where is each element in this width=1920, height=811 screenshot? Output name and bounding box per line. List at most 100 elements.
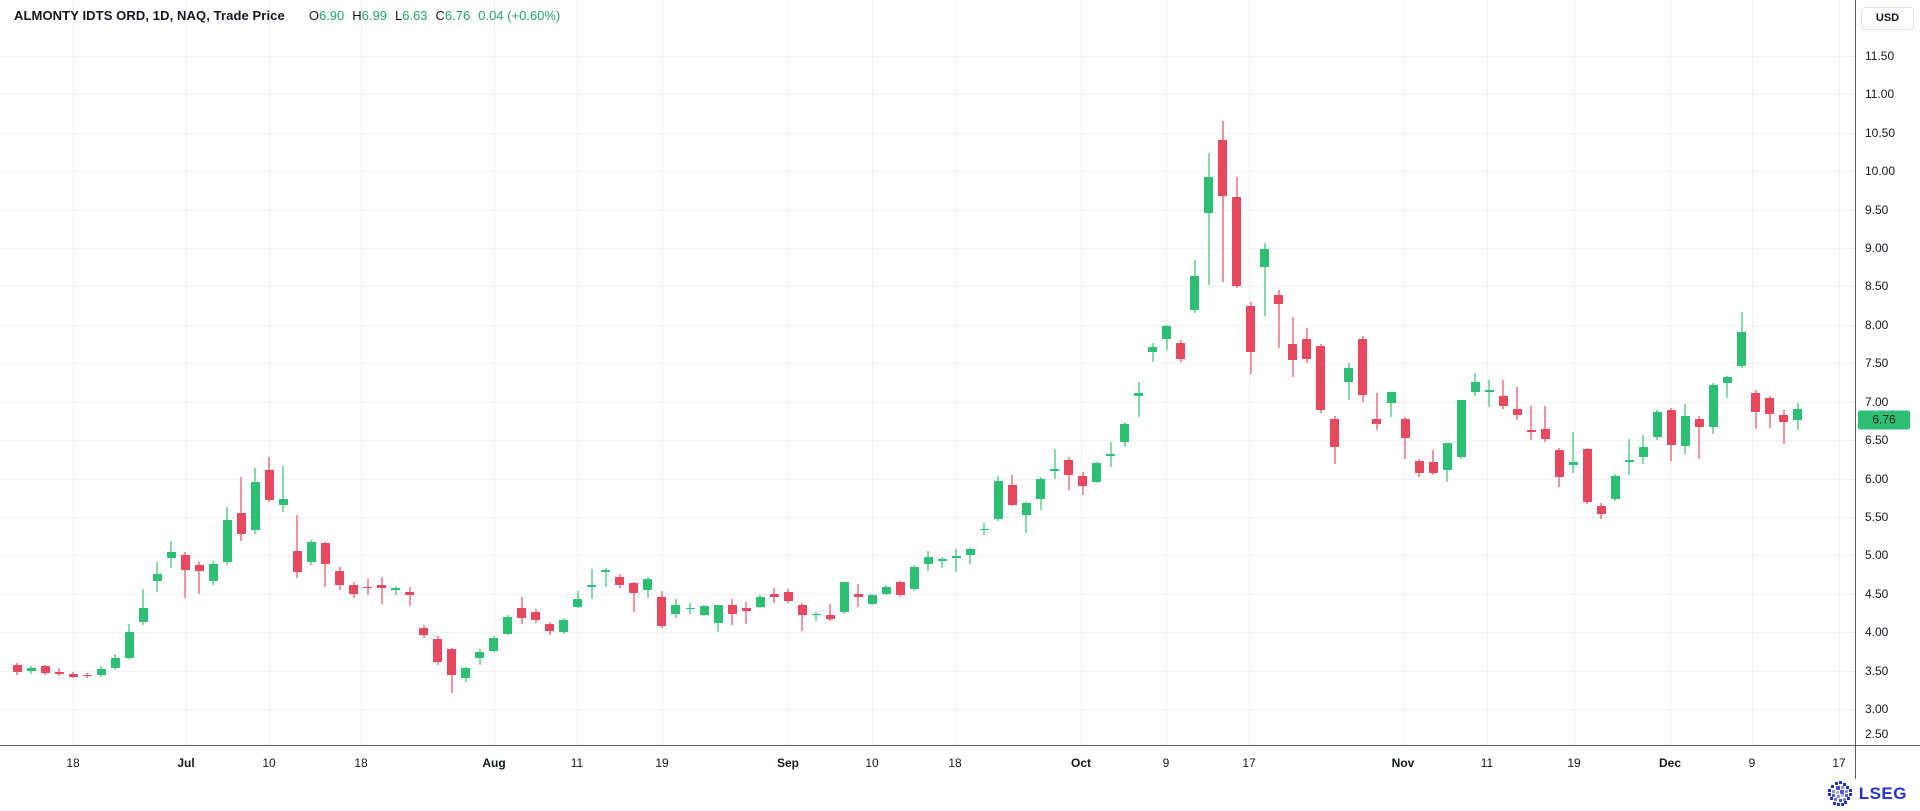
candle <box>937 559 947 561</box>
candle <box>1442 443 1452 471</box>
candle <box>489 637 499 651</box>
candle <box>1092 463 1101 482</box>
open-value: 6.90 <box>318 8 345 23</box>
candle-wick <box>380 576 383 604</box>
grid-line-v <box>1752 0 1753 745</box>
candle <box>965 549 975 555</box>
candle <box>587 584 597 587</box>
time-label: 9 <box>1162 756 1170 770</box>
candle <box>1021 503 1031 516</box>
candle <box>979 528 989 530</box>
symbol-title[interactable]: ALMONTY IDTS ORD, 1D, NAQ, Trade Price <box>14 8 285 23</box>
candle <box>1274 294 1284 305</box>
candle <box>1793 409 1802 421</box>
grid-line-h <box>0 593 1855 595</box>
candle <box>1106 454 1116 456</box>
candle <box>12 665 22 673</box>
time-label: 11 <box>570 756 584 770</box>
price-label: 2.50 <box>1865 727 1889 741</box>
price-chart-plot[interactable] <box>0 0 1855 745</box>
candle <box>811 613 821 616</box>
candle-wick <box>1530 405 1533 441</box>
candle-wick <box>184 551 187 599</box>
candle <box>1232 196 1242 287</box>
time-label: 18 <box>354 756 368 770</box>
price-label: 4.50 <box>1865 586 1889 601</box>
candle <box>1302 339 1312 359</box>
candle <box>475 652 485 659</box>
time-label: Oct <box>1070 756 1092 770</box>
candle <box>1737 331 1746 367</box>
candle-wick <box>941 556 944 569</box>
grid-line-v <box>955 0 956 745</box>
candle <box>1484 390 1494 392</box>
grid-line-h <box>0 55 1855 57</box>
candle <box>1246 306 1256 352</box>
time-axis[interactable]: 18 Jul 10 18 Aug 11 19 Sep 10 18 Oct 9 17 Nov 11 19 Dec 9… <box>0 746 1855 780</box>
candle <box>783 592 793 601</box>
time-label: 17 <box>1832 756 1846 770</box>
candle <box>1120 424 1130 442</box>
candle <box>194 564 204 572</box>
grid-line-h <box>0 401 1855 403</box>
candle <box>40 666 50 673</box>
grid-line-v <box>269 0 270 745</box>
candle-wick <box>1207 152 1210 285</box>
candle <box>1568 461 1578 465</box>
candle <box>1218 139 1228 197</box>
candle-wick <box>1025 501 1028 534</box>
grid-line-h <box>0 363 1855 365</box>
price-axis[interactable]: USD 2.50 3.00 3.50 4.00 4.50 5.00 5.50 6.00 6.50… <box>1856 0 1920 745</box>
candle <box>292 550 302 573</box>
last-price-badge: 6.76 <box>1858 410 1910 430</box>
candle <box>110 658 120 668</box>
candle <box>335 570 344 586</box>
grid-line-h <box>0 709 1855 711</box>
candle-wick <box>1137 381 1140 418</box>
candle-wick <box>815 611 818 621</box>
candle <box>1666 410 1676 446</box>
candle-wick <box>198 561 201 594</box>
candle <box>839 582 849 613</box>
price-label: 7.00 <box>1865 394 1889 409</box>
time-label: Sep <box>776 756 800 770</box>
candle <box>881 586 891 594</box>
grid-line-v <box>872 0 873 745</box>
close-label: C <box>435 8 445 23</box>
candle <box>1779 414 1788 423</box>
candle <box>923 556 933 564</box>
time-label: 11 <box>1480 756 1494 770</box>
candle-wick <box>1404 417 1406 459</box>
time-label: Nov <box>1391 756 1415 770</box>
candle-wick <box>1347 363 1350 401</box>
price-label: 9.50 <box>1865 202 1889 217</box>
currency-badge[interactable]: USD <box>1861 7 1914 30</box>
lseg-logo: LSEG <box>1827 781 1907 807</box>
candle <box>1498 396 1508 407</box>
candle-wick <box>1151 342 1154 362</box>
candle <box>250 481 260 530</box>
candle <box>419 627 429 636</box>
grid-line-v <box>1574 0 1575 745</box>
candle-wick <box>745 602 747 624</box>
candle <box>1400 418 1410 438</box>
candle-wick <box>604 567 607 587</box>
candle <box>727 605 737 614</box>
candle-wick <box>955 549 958 573</box>
candle <box>138 608 148 623</box>
candle-wick <box>1782 410 1785 444</box>
candle <box>82 674 92 676</box>
candle <box>1708 384 1718 428</box>
high-label: H <box>352 8 362 23</box>
candle <box>447 649 457 675</box>
price-label: 9.00 <box>1865 241 1889 255</box>
candle <box>264 470 274 501</box>
candle <box>166 552 176 559</box>
chart-legend: ALMONTY IDTS ORD, 1D, NAQ, Trade Price O6… <box>14 8 560 26</box>
candle-wick <box>632 581 635 612</box>
candle <box>461 668 471 678</box>
candle <box>1190 276 1200 311</box>
candle <box>573 598 583 607</box>
candle <box>1680 415 1690 446</box>
candle <box>1050 468 1059 471</box>
